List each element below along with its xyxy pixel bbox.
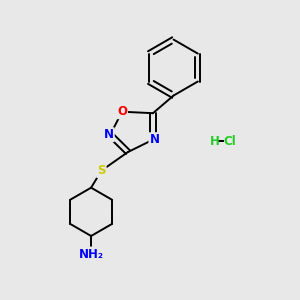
Text: H: H <box>210 135 220 148</box>
Text: NH₂: NH₂ <box>79 248 104 261</box>
Text: S: S <box>97 164 106 177</box>
Text: O: O <box>117 105 127 118</box>
Text: N: N <box>149 133 159 146</box>
Text: Cl: Cl <box>224 135 236 148</box>
Text: N: N <box>104 128 114 141</box>
